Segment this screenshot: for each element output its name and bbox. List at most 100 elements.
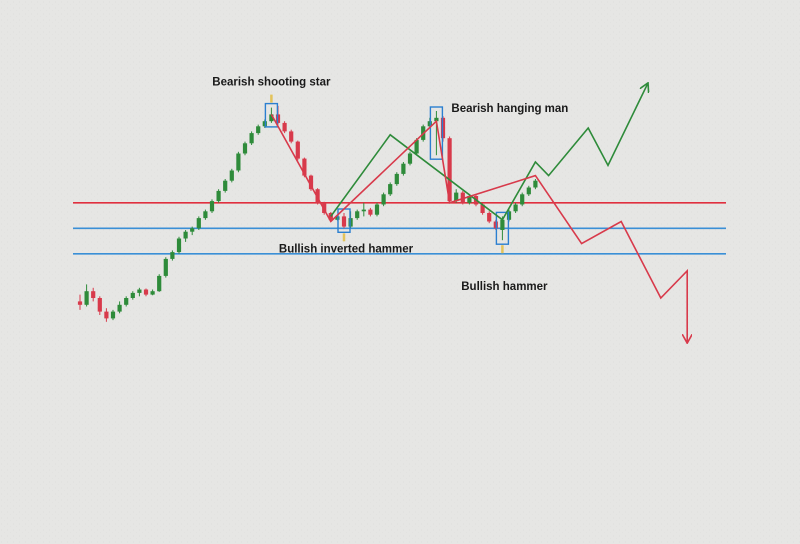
candle-body: [242, 143, 248, 154]
candle-43: [361, 202, 366, 217]
candle-body: [183, 231, 188, 239]
candle-body: [223, 180, 228, 191]
candle-body: [513, 204, 518, 212]
levels-layer: [73, 202, 726, 255]
candle-body: [130, 292, 135, 298]
pattern-box-0: [264, 102, 279, 128]
candle-47: [388, 182, 393, 196]
candle-body: [170, 252, 175, 259]
projection-paths-layer: [270, 84, 687, 342]
candle-14: [170, 250, 175, 261]
candle-body: [394, 173, 399, 185]
candle-10: [143, 288, 149, 297]
candle-body: [434, 117, 439, 122]
candle-24: [236, 151, 241, 173]
annotation-label-0: Bearish shooting star: [212, 77, 331, 89]
candle-9: [137, 287, 142, 297]
candle-68: [526, 185, 531, 196]
candle-17: [190, 226, 195, 236]
candle-8: [130, 291, 135, 300]
candle-44: [368, 207, 373, 217]
candle-1: [84, 284, 89, 307]
candle-66: [513, 202, 518, 213]
candle-46: [381, 192, 386, 207]
candle-4: [104, 308, 109, 322]
candle-15: [176, 236, 182, 254]
candle-body: [341, 216, 347, 227]
candle-13: [163, 257, 168, 278]
pattern-box-1: [429, 106, 444, 160]
candle-35: [308, 174, 314, 191]
candle-body: [229, 170, 234, 181]
candle-body: [500, 219, 505, 230]
candle-5: [110, 309, 116, 321]
candle-body: [196, 218, 201, 229]
candle-body: [269, 114, 274, 122]
candle-body: [295, 141, 300, 159]
candle-11: [150, 289, 155, 296]
candle-69: [533, 179, 538, 190]
annotation-labels-layer: Bearish shooting star Bearish hanging man…: [212, 77, 568, 294]
candle-20: [209, 199, 215, 213]
candle-body: [282, 122, 287, 132]
candle-body: [150, 291, 155, 295]
candle-31: [282, 121, 287, 134]
candle-0: [77, 294, 83, 310]
candle-body: [176, 238, 182, 253]
candle-body: [256, 126, 261, 134]
candle-body: [216, 190, 221, 202]
candle-18: [196, 216, 201, 230]
candle-body: [401, 163, 406, 174]
candle-body: [308, 175, 314, 190]
candle-12: [157, 274, 162, 292]
candle-body: [124, 298, 129, 305]
candle-body: [414, 139, 419, 154]
candle-body: [361, 209, 366, 212]
candle-body: [157, 275, 162, 292]
bearish-projection-path-1: [270, 114, 687, 342]
candle-body: [520, 194, 525, 205]
candle-67: [520, 192, 525, 207]
candle-32: [289, 129, 294, 144]
candle-body: [209, 201, 215, 212]
candle-body: [533, 180, 538, 188]
candle-body: [84, 291, 89, 305]
candle-50: [407, 151, 413, 166]
candle-body: [526, 187, 531, 195]
annotation-label-3: Bullish hammer: [461, 281, 548, 293]
candle-body: [137, 289, 142, 293]
candle-42: [355, 209, 360, 220]
candle-body: [143, 289, 149, 295]
candle-6: [117, 301, 122, 314]
candle-body: [91, 291, 96, 298]
candle-body: [407, 153, 413, 164]
candle-body: [110, 311, 116, 319]
candle-27: [256, 124, 261, 135]
candle-22: [223, 179, 228, 193]
candle-body: [163, 258, 168, 276]
candle-body: [388, 184, 393, 195]
candle-49: [401, 162, 406, 176]
candle-40: [341, 213, 347, 229]
candle-45: [374, 202, 380, 217]
candle-body: [322, 202, 327, 213]
candle-58: [460, 190, 465, 205]
candle-56: [447, 136, 452, 203]
annotation-label-2: Bullish inverted hammer: [279, 243, 414, 255]
candle-7: [124, 296, 129, 307]
candle-54: [434, 111, 439, 156]
candle-body: [454, 192, 459, 202]
candle-body: [117, 304, 122, 312]
candle-26: [249, 131, 254, 145]
candle-25: [242, 141, 248, 156]
pattern-boxes-layer: [264, 94, 510, 254]
candle-2: [91, 287, 96, 302]
candle-body: [487, 213, 492, 222]
candle-body: [190, 228, 195, 232]
candle-body: [203, 211, 208, 219]
candle-body: [447, 138, 452, 202]
candle-21: [216, 189, 221, 203]
